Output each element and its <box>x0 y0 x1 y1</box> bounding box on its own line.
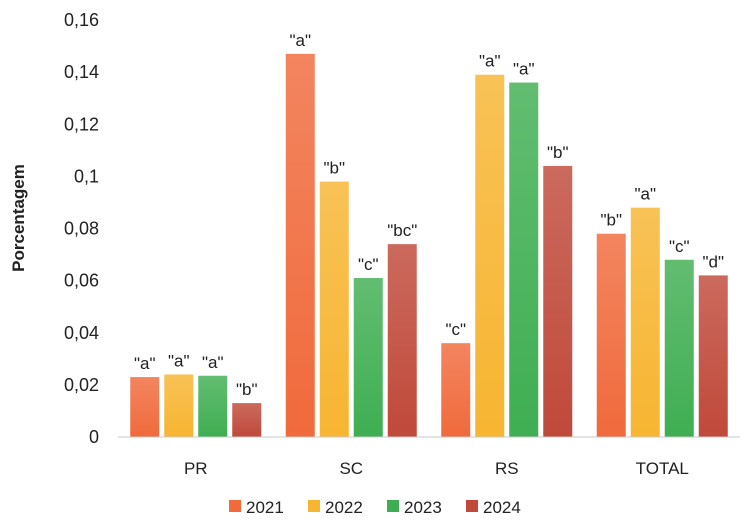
data-label: "c" <box>358 255 379 274</box>
data-label: "a" <box>634 185 656 204</box>
bar-pr-2021 <box>130 377 160 437</box>
data-label: "bc" <box>387 221 417 240</box>
bar-pr-2022 <box>164 374 194 437</box>
data-label: "b" <box>323 159 345 178</box>
legend-label: 2021 <box>246 498 284 517</box>
bar-total-2024 <box>698 275 728 437</box>
data-label: "a" <box>168 351 190 370</box>
bar-rs-2022 <box>475 74 505 437</box>
legend: 2021 2022 2023 2024 <box>229 498 521 517</box>
x-axis: PR SC RS TOTAL <box>184 459 689 478</box>
bar-sc-2022 <box>319 181 349 437</box>
data-label: "a" <box>479 52 501 71</box>
data-label: "c" <box>445 320 466 339</box>
x-tick-label: TOTAL <box>636 459 689 478</box>
data-label: "b" <box>236 380 258 399</box>
y-tick-label: 0,04 <box>64 323 99 343</box>
legend-swatch-2023 <box>387 500 399 512</box>
x-tick-label: RS <box>495 459 519 478</box>
data-label: "c" <box>669 237 690 256</box>
data-label: "a" <box>513 60 535 79</box>
y-tick-label: 0,02 <box>64 375 99 395</box>
legend-swatch-2024 <box>466 500 478 512</box>
y-tick-label: 0,12 <box>64 114 99 134</box>
bar-sc-2023 <box>353 278 383 437</box>
x-tick-label: PR <box>184 459 208 478</box>
bar-sc-2021 <box>285 53 315 437</box>
legend-swatch-2021 <box>229 500 241 512</box>
bars: "a" "a" "a" "b" "a" "b" "c" "bc" "c" "a" "a" "b" "b"… <box>130 31 728 438</box>
data-label: "b" <box>600 211 622 230</box>
y-tick-label: 0 <box>89 427 99 447</box>
legend-label: 2023 <box>404 498 442 517</box>
bar-total-2022 <box>630 207 660 437</box>
x-tick-label: SC <box>339 459 363 478</box>
bar-pr-2024 <box>232 403 262 437</box>
legend-label: 2022 <box>325 498 363 517</box>
data-label: "a" <box>289 31 311 50</box>
y-axis-label: Porcentagem <box>9 164 28 272</box>
bar-rs-2024 <box>543 165 573 437</box>
y-tick-label: 0,06 <box>64 271 99 291</box>
bar-sc-2024 <box>387 244 417 437</box>
data-label: "a" <box>134 354 156 373</box>
data-label: "a" <box>202 353 224 372</box>
y-axis: 0 0,02 0,04 0,06 0,08 0,1 0,12 0,14 0,16 <box>64 10 99 447</box>
y-tick-label: 0,16 <box>64 10 99 30</box>
bar-total-2023 <box>664 259 694 437</box>
legend-swatch-2022 <box>308 500 320 512</box>
y-tick-label: 0,1 <box>74 166 99 186</box>
bar-total-2021 <box>596 233 626 437</box>
legend-label: 2024 <box>483 498 521 517</box>
data-label: "d" <box>702 252 724 271</box>
y-tick-label: 0,14 <box>64 62 99 82</box>
bar-rs-2021 <box>441 343 471 437</box>
bar-rs-2023 <box>509 82 539 438</box>
y-tick-label: 0,08 <box>64 219 99 239</box>
bar-pr-2023 <box>198 375 228 437</box>
data-label: "b" <box>547 143 569 162</box>
